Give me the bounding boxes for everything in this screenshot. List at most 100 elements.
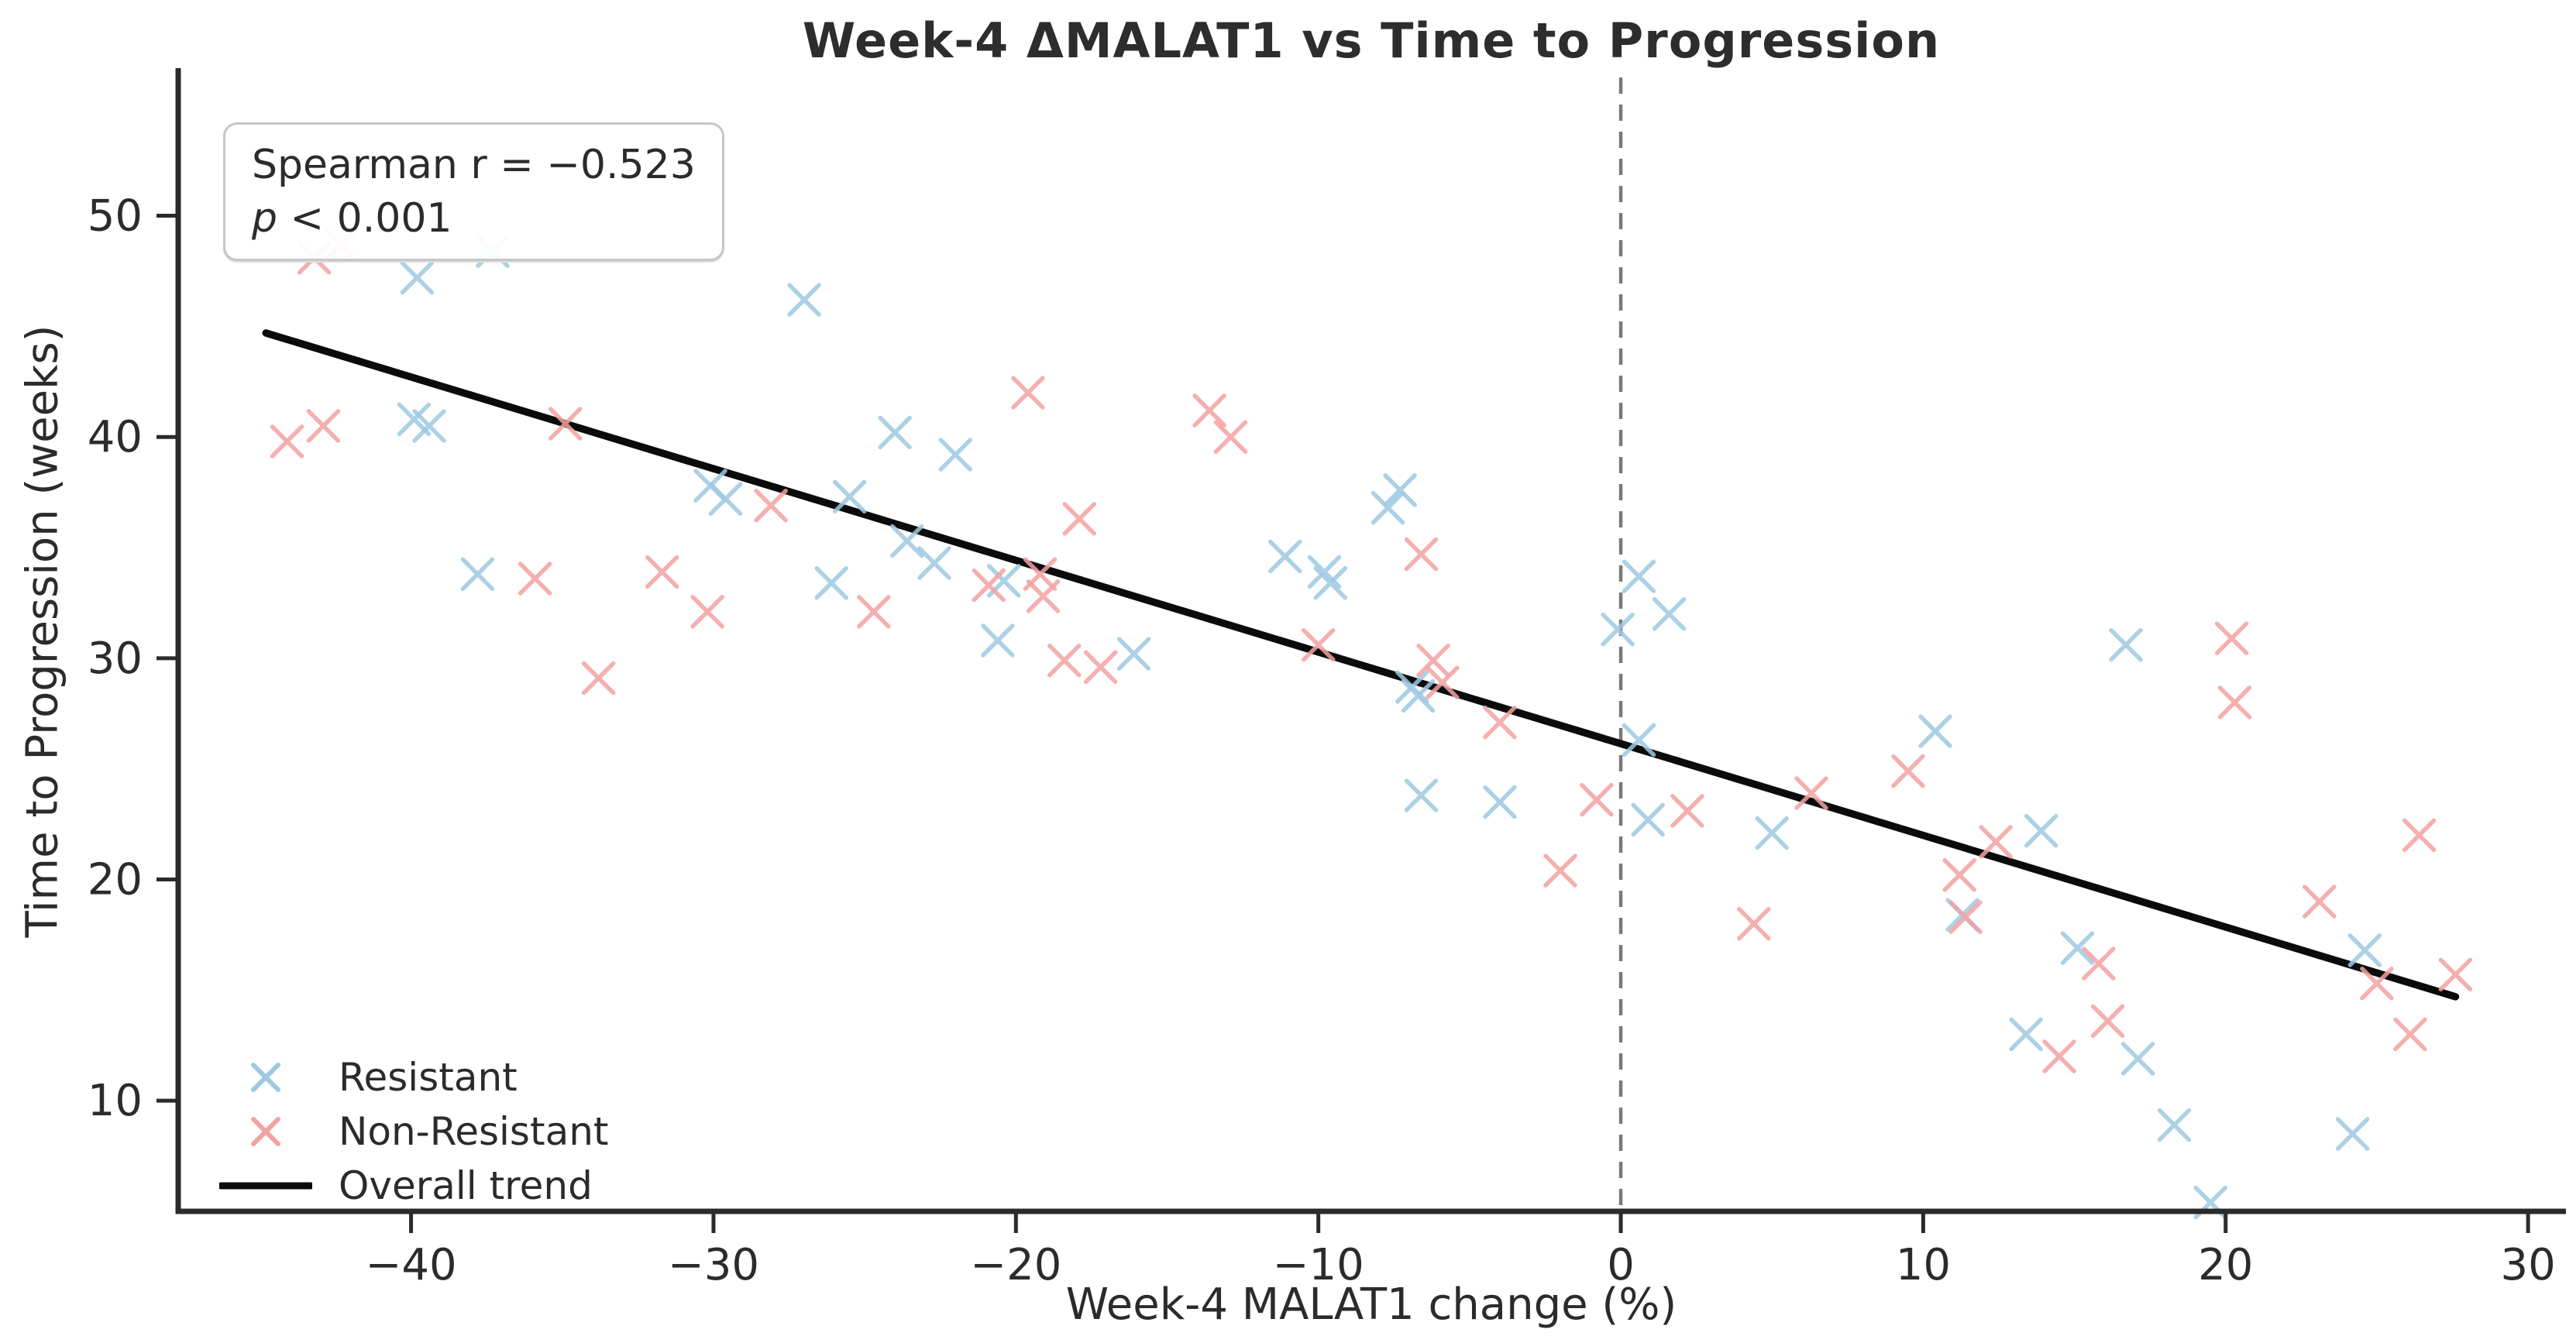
data-point-resistant bbox=[2347, 933, 2382, 967]
data-point-resistant bbox=[2109, 627, 2143, 662]
data-point-resistant bbox=[1383, 473, 1417, 507]
data-point-resistant bbox=[412, 409, 446, 443]
data-point-resistant bbox=[878, 415, 912, 450]
p-threshold: < 0.001 bbox=[277, 194, 452, 242]
data-point-non-resistant bbox=[1301, 627, 1336, 662]
data-point-non-resistant bbox=[2360, 967, 2394, 1001]
chart-title: Week-4 ΔMALAT1 vs Time to Progression bbox=[802, 12, 1941, 69]
data-point-resistant bbox=[1483, 785, 1517, 819]
data-point-resistant bbox=[1116, 637, 1151, 671]
x-tick-label: −30 bbox=[668, 1240, 759, 1290]
data-point-resistant bbox=[814, 565, 848, 600]
data-point-resistant bbox=[1313, 565, 1348, 600]
data-point-resistant bbox=[1307, 555, 1342, 589]
data-point-non-resistant bbox=[1979, 825, 2013, 859]
y-tick-label: 50 bbox=[88, 191, 143, 242]
data-point-non-resistant bbox=[1942, 858, 1977, 892]
legend-item-non-resistant: Non-Resistant bbox=[219, 1109, 609, 1154]
x-tick-label: −20 bbox=[970, 1240, 1061, 1290]
non-resistant-x-marker-icon bbox=[219, 1111, 312, 1152]
x-tick-label: 30 bbox=[2501, 1240, 2556, 1290]
data-point-non-resistant bbox=[1948, 900, 1983, 934]
data-point-non-resistant bbox=[1737, 906, 1771, 941]
legend-label-resistant: Resistant bbox=[339, 1055, 518, 1100]
y-tick-label: 40 bbox=[88, 412, 143, 462]
data-point-resistant bbox=[1268, 539, 1302, 574]
data-point-non-resistant bbox=[2082, 946, 2116, 981]
data-point-non-resistant bbox=[306, 409, 341, 443]
data-point-non-resistant bbox=[2393, 1017, 2427, 1052]
data-point-non-resistant bbox=[581, 661, 616, 696]
y-axis-title: Time to Progression (weeks) bbox=[17, 325, 68, 938]
data-point-non-resistant bbox=[1062, 502, 1097, 536]
data-point-resistant bbox=[832, 479, 867, 514]
data-point-resistant bbox=[1401, 678, 1436, 713]
data-point-non-resistant bbox=[1416, 643, 1450, 678]
data-point-resistant bbox=[2157, 1108, 2192, 1142]
data-point-non-resistant bbox=[2214, 621, 2249, 655]
data-point-non-resistant bbox=[1425, 665, 1460, 700]
data-point-non-resistant bbox=[972, 568, 1006, 603]
data-point-resistant bbox=[2060, 931, 2095, 965]
p-symbol: p bbox=[252, 194, 278, 242]
data-point-resistant bbox=[1371, 490, 1405, 525]
data-point-non-resistant bbox=[690, 595, 724, 629]
data-point-non-resistant bbox=[1083, 650, 1118, 685]
data-point-non-resistant bbox=[2438, 957, 2473, 992]
data-point-non-resistant bbox=[1192, 393, 1226, 428]
data-point-resistant bbox=[1622, 723, 1656, 757]
data-point-resistant bbox=[890, 524, 924, 558]
data-point-non-resistant bbox=[1047, 643, 1082, 678]
x-tick-label: −10 bbox=[1273, 1240, 1364, 1290]
data-point-non-resistant bbox=[754, 488, 788, 523]
trend-line bbox=[262, 329, 2460, 1001]
data-point-resistant bbox=[787, 283, 821, 317]
data-point-non-resistant bbox=[1670, 794, 1704, 828]
data-point-non-resistant bbox=[518, 562, 552, 596]
data-point-resistant bbox=[400, 260, 435, 295]
data-point-non-resistant bbox=[270, 424, 304, 459]
data-point-resistant bbox=[1918, 714, 1952, 748]
x-tick-label: 0 bbox=[1607, 1240, 1635, 1290]
data-point-non-resistant bbox=[1580, 782, 1614, 817]
resistant-x-marker-icon bbox=[219, 1057, 312, 1097]
legend-label-non-resistant: Non-Resistant bbox=[339, 1109, 609, 1154]
data-point-resistant bbox=[981, 623, 1015, 658]
data-point-non-resistant bbox=[2042, 1039, 2076, 1073]
data-point-non-resistant bbox=[1543, 854, 1577, 888]
legend-item-resistant: Resistant bbox=[219, 1055, 609, 1100]
data-point-resistant bbox=[1601, 612, 1635, 647]
data-point-non-resistant bbox=[1891, 754, 1925, 788]
data-point-resistant bbox=[2009, 1017, 2043, 1052]
data-point-resistant bbox=[460, 557, 495, 592]
p-value-text: p < 0.001 bbox=[252, 192, 696, 246]
spearman-r-text: Spearman r = −0.523 bbox=[252, 142, 696, 188]
data-point-resistant bbox=[1652, 596, 1687, 631]
data-point-resistant bbox=[1404, 778, 1439, 812]
data-point-non-resistant bbox=[1213, 420, 1248, 454]
y-tick-label: 10 bbox=[88, 1076, 143, 1126]
legend-item-overall-trend: Overall trend bbox=[219, 1163, 609, 1208]
data-point-non-resistant bbox=[645, 555, 679, 589]
y-tick-label: 30 bbox=[88, 634, 143, 684]
data-point-resistant bbox=[2335, 1117, 2370, 1151]
data-point-resistant bbox=[708, 482, 743, 516]
data-point-resistant bbox=[917, 546, 951, 580]
data-point-non-resistant bbox=[2090, 1004, 2125, 1039]
x-axis-title: Week-4 MALAT1 change (%) bbox=[1065, 1279, 1677, 1330]
x-tick-label: 10 bbox=[1896, 1240, 1951, 1290]
data-point-non-resistant bbox=[1011, 376, 1045, 410]
data-point-resistant bbox=[938, 438, 972, 472]
data-point-non-resistant bbox=[2303, 884, 2337, 919]
x-tick-label: −40 bbox=[365, 1240, 456, 1290]
trend-line-icon bbox=[219, 1180, 312, 1191]
legend-label-overall-trend: Overall trend bbox=[339, 1163, 593, 1208]
data-point-resistant bbox=[2024, 813, 2058, 848]
data-point-non-resistant bbox=[1794, 776, 1828, 810]
legend: Resistant Non-Resistant Overall trend bbox=[219, 1055, 609, 1208]
data-point-non-resistant bbox=[1026, 579, 1061, 613]
y-tick-label: 20 bbox=[88, 855, 143, 905]
data-point-resistant bbox=[1755, 816, 1789, 850]
